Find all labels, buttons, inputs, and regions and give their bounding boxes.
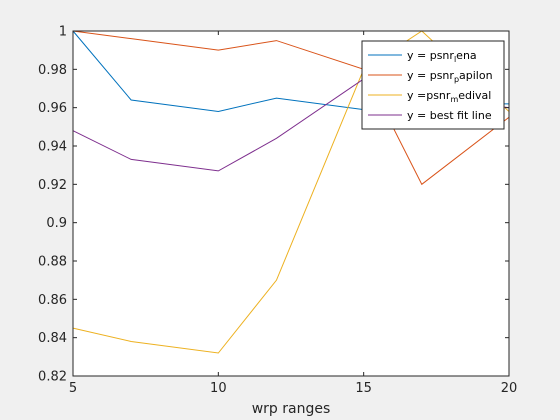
y-tick-label: 0.88 <box>38 255 67 270</box>
legend-label-subscript: l <box>454 55 456 64</box>
x-tick-label: 20 <box>501 381 518 396</box>
legend-label-text: y = psnr <box>407 49 454 62</box>
series-line-2 <box>72 30 510 186</box>
legend-label-text: edival <box>458 89 491 102</box>
x-tick-label: 15 <box>355 381 372 396</box>
axes-box <box>72 30 510 377</box>
y-tick-label: 0.98 <box>38 63 67 78</box>
legend-label-2: y = psnrpapilon <box>407 69 493 84</box>
legend-label-text: apilon <box>459 69 493 82</box>
y-tick-label: 0.82 <box>38 370 67 385</box>
axes-layer <box>72 30 510 377</box>
legend-label-subscript: p <box>454 75 459 84</box>
y-tick-label: 0.86 <box>38 293 67 308</box>
y-tick-label: 0.96 <box>38 101 67 116</box>
legend-box <box>361 40 505 130</box>
x-axis-label: wrp ranges <box>252 401 331 417</box>
x-tick-label: 10 <box>210 381 227 396</box>
legend-label-subscript: m <box>450 95 458 104</box>
y-tick-label: 0.92 <box>38 178 67 193</box>
legend-label-4: y = best fit line <box>407 109 492 122</box>
ticks-layer: 5 10 15 20 0.82 0.84 0.86 0.88 0.9 0.92 0.94 0.96 0.… <box>38 25 517 397</box>
y-tick-label: 0.84 <box>38 331 67 346</box>
legend-label-text: y = best fit line <box>407 109 492 122</box>
legend-label-text: ena <box>456 49 476 62</box>
legend-label-text: y =psnr <box>407 89 451 102</box>
legend-label-text: y = psnr <box>407 69 454 82</box>
legend-label-3: y =psnrmedival <box>407 89 491 104</box>
x-tick-label: 5 <box>69 381 77 396</box>
y-tick-label: 0.94 <box>38 140 67 155</box>
legend-label-1: y = psnrlena <box>407 49 477 64</box>
y-tick-label: 0.9 <box>46 216 67 231</box>
y-tick-label: 1 <box>59 25 67 40</box>
